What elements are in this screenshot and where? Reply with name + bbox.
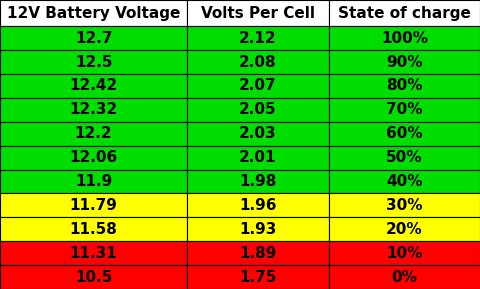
Text: 1.93: 1.93 — [240, 222, 276, 237]
Text: 11.79: 11.79 — [70, 198, 118, 213]
Bar — [329, 122, 480, 146]
Text: 2.12: 2.12 — [239, 31, 277, 46]
Bar — [329, 241, 480, 265]
Bar — [329, 265, 480, 289]
Bar — [0, 50, 187, 74]
Text: 2.08: 2.08 — [239, 55, 277, 70]
Text: 10.5: 10.5 — [75, 270, 112, 285]
Text: 70%: 70% — [386, 102, 423, 117]
Text: 40%: 40% — [386, 174, 423, 189]
Bar — [329, 193, 480, 217]
Bar — [0, 265, 187, 289]
Bar — [329, 50, 480, 74]
Bar — [329, 217, 480, 241]
Bar — [187, 241, 329, 265]
Text: 50%: 50% — [386, 150, 423, 165]
Text: 12.2: 12.2 — [75, 126, 112, 141]
Bar — [0, 122, 187, 146]
Bar — [329, 74, 480, 98]
Text: 100%: 100% — [381, 31, 428, 46]
Bar — [187, 26, 329, 50]
Bar — [0, 26, 187, 50]
Bar — [0, 0, 187, 26]
Bar — [0, 170, 187, 193]
Bar — [0, 193, 187, 217]
Bar — [0, 74, 187, 98]
Bar — [187, 217, 329, 241]
Bar — [0, 241, 187, 265]
Text: 0%: 0% — [392, 270, 417, 285]
Text: 12.5: 12.5 — [75, 55, 112, 70]
Text: 12.32: 12.32 — [70, 102, 118, 117]
Bar — [187, 0, 329, 26]
Bar — [0, 217, 187, 241]
Text: 60%: 60% — [386, 126, 423, 141]
Text: 20%: 20% — [386, 222, 423, 237]
Bar — [187, 74, 329, 98]
Text: 12.06: 12.06 — [70, 150, 118, 165]
Bar — [187, 50, 329, 74]
Text: 11.9: 11.9 — [75, 174, 112, 189]
Text: 12.42: 12.42 — [70, 79, 118, 93]
Bar — [187, 122, 329, 146]
Bar — [187, 193, 329, 217]
Text: 11.31: 11.31 — [70, 246, 118, 261]
Text: 2.03: 2.03 — [239, 126, 277, 141]
Bar — [0, 98, 187, 122]
Text: 2.07: 2.07 — [239, 79, 277, 93]
Bar — [329, 98, 480, 122]
Bar — [329, 146, 480, 170]
Text: Volts Per Cell: Volts Per Cell — [201, 6, 315, 21]
Text: 11.58: 11.58 — [70, 222, 118, 237]
Text: 2.05: 2.05 — [239, 102, 277, 117]
Text: 1.75: 1.75 — [240, 270, 276, 285]
Text: State of charge: State of charge — [338, 6, 471, 21]
Bar — [187, 146, 329, 170]
Text: 30%: 30% — [386, 198, 423, 213]
Bar — [329, 26, 480, 50]
Bar — [187, 170, 329, 193]
Text: 90%: 90% — [386, 55, 423, 70]
Bar — [187, 265, 329, 289]
Text: 1.89: 1.89 — [240, 246, 276, 261]
Text: 1.96: 1.96 — [239, 198, 277, 213]
Bar — [0, 146, 187, 170]
Bar — [329, 170, 480, 193]
Text: 1.98: 1.98 — [240, 174, 276, 189]
Bar — [329, 0, 480, 26]
Text: 10%: 10% — [386, 246, 422, 261]
Text: 80%: 80% — [386, 79, 423, 93]
Text: 2.01: 2.01 — [239, 150, 277, 165]
Bar — [187, 98, 329, 122]
Text: 12V Battery Voltage: 12V Battery Voltage — [7, 6, 180, 21]
Text: 12.7: 12.7 — [75, 31, 112, 46]
